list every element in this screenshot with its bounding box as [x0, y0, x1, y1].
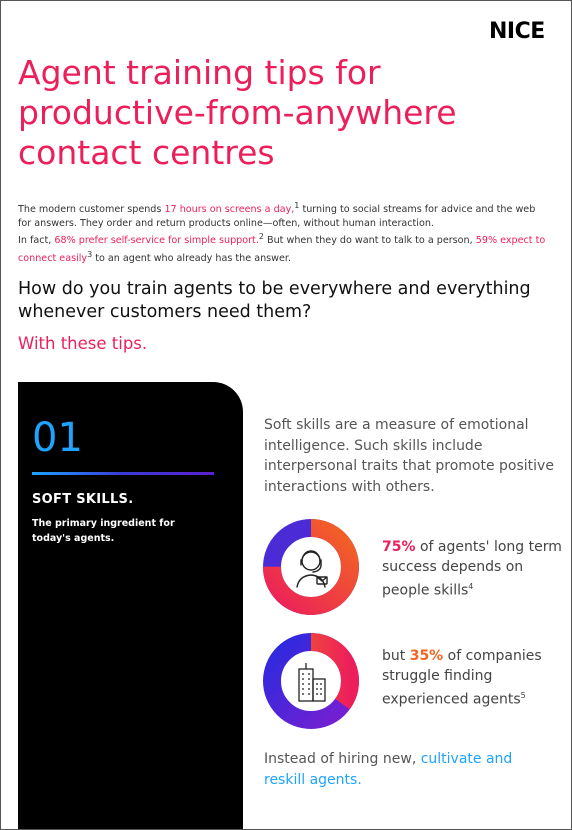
- footnote-ref: 1: [294, 201, 300, 210]
- intro-text: to an agent who already has the answer.: [92, 253, 292, 265]
- page-title: Agent training tips for productive-from-…: [18, 53, 558, 173]
- intro-text: In fact,: [18, 235, 55, 247]
- donut-value-arc: [263, 633, 359, 729]
- donut-chart-35: [263, 633, 359, 729]
- intro-highlight: 17 hours on screens a day,: [164, 204, 295, 216]
- tips-label: With these tips.: [18, 334, 148, 353]
- intro-highlight: 68% prefer self-service for simple suppo…: [54, 235, 259, 247]
- office-building-icon: [298, 663, 326, 702]
- intro-paragraph: The modern customer spends 17 hours on s…: [18, 199, 548, 266]
- stat-experienced-agents: but 35% of companies struggle finding ex…: [382, 647, 562, 710]
- question-heading: How do you train agents to be everywhere…: [18, 279, 531, 322]
- soft-skills-description: Soft skills are a measure of emotional i…: [264, 417, 554, 495]
- intro-text: But when they do want to talk to a perso…: [263, 235, 476, 247]
- footnote-ref: 5: [520, 691, 526, 700]
- tip-heading: SOFT SKILLS.: [32, 492, 134, 507]
- donut-value-arc: [263, 519, 359, 615]
- intro-highlight: 59% expect to connect easily: [18, 235, 546, 265]
- stat-text: but: [382, 648, 410, 664]
- title-line-3: contact centres: [18, 133, 275, 172]
- donut-chart-75: [263, 519, 359, 615]
- reskill-callout: Instead of hiring new, cultivate and res…: [264, 749, 554, 790]
- headset-agent-icon: [296, 550, 328, 588]
- tip-subheading: The primary ingredient for today's agent…: [32, 518, 175, 544]
- footnote-ref: 4: [468, 582, 474, 591]
- callout-text: Instead of hiring new,: [264, 751, 421, 767]
- title-line-1: Agent training tips for: [18, 53, 381, 92]
- stat-text: of companies struggle finding experience…: [382, 648, 542, 708]
- tip-panel: 01 SOFT SKILLS. The primary ingredient f…: [18, 382, 243, 829]
- stat-percent: 75%: [382, 539, 416, 555]
- stat-text: of agents' long term success depends on …: [382, 539, 562, 599]
- tip-number: 01: [32, 415, 83, 461]
- nice-logo: NICE: [489, 19, 545, 44]
- intro-text: turning to social streams for advice and…: [18, 204, 536, 229]
- intro-text: The modern customer spends: [18, 204, 165, 216]
- stat-percent: 35%: [409, 648, 444, 664]
- footnote-ref: 2: [258, 232, 264, 242]
- tip-divider: [32, 472, 214, 475]
- footnote-ref: 3: [87, 249, 93, 259]
- callout-highlight: cultivate and reskill agents.: [264, 751, 513, 788]
- stat-people-skills: 75% of agents' long term success depends…: [382, 538, 562, 601]
- title-line-2: productive-from-anywhere: [18, 93, 457, 132]
